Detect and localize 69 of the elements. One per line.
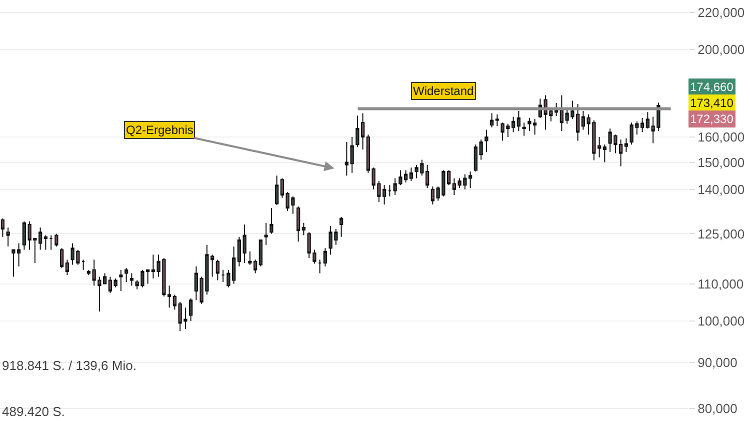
candlestick: [270, 207, 274, 234]
candlestick: [484, 129, 488, 152]
candlestick: [65, 259, 69, 276]
candlestick: [221, 269, 225, 283]
y-tick-label: 220,000: [698, 4, 745, 20]
candlestick: [82, 259, 86, 270]
candlestick: [119, 269, 123, 292]
candlestick: [350, 136, 354, 174]
candlestick: [318, 259, 322, 274]
candlestick: [602, 144, 606, 163]
candlestick: [258, 240, 262, 267]
candlestick: [581, 110, 585, 130]
annotation: Q2-Ergebnis: [126, 123, 194, 137]
y-tick-label: 140,000: [698, 182, 745, 197]
candlestick: [430, 186, 434, 205]
candlestick: [344, 141, 348, 176]
candlestick: [124, 268, 128, 283]
candlestick: [114, 278, 118, 288]
candlestick: [388, 184, 392, 197]
y-tick-label: 100,000: [698, 314, 745, 329]
candlestick: [624, 138, 628, 152]
candlestick: [452, 178, 456, 196]
candlestick: [474, 144, 478, 172]
candlestick: [366, 134, 370, 174]
candlestick: [194, 266, 198, 301]
y-tick-label: 80,000: [698, 401, 738, 416]
candlestick: [49, 234, 53, 250]
candlestick: [516, 110, 520, 132]
candlestick: [44, 234, 48, 250]
candlestick: [560, 94, 564, 132]
y-tick-label: 200,000: [698, 42, 745, 58]
annotation: 918.841 S. / 139,6 Mio.: [2, 358, 136, 373]
candlestick: [0, 218, 4, 238]
candlestick: [108, 276, 112, 294]
candlestick: [409, 167, 413, 182]
candlestick: [86, 269, 90, 276]
ref-line-label: Widerstand: [413, 84, 474, 98]
candlestick: [189, 298, 193, 322]
candlestick: [522, 122, 526, 136]
candlestick: [242, 224, 246, 264]
candlestick: [495, 114, 499, 127]
annotation: 489.420 S.: [2, 404, 65, 419]
candlestick: [323, 248, 327, 267]
candlestick: [646, 112, 650, 130]
candlestick: [264, 222, 268, 246]
candlestick: [22, 220, 26, 250]
candlestick: [130, 272, 134, 286]
candlestick: [54, 233, 58, 247]
candlestick: [340, 216, 344, 238]
candlestick: [280, 178, 284, 198]
candlestick: [151, 254, 155, 279]
y-tick-label: 150,000: [698, 154, 745, 170]
candlestick: [216, 259, 220, 281]
y-tick-label: 90,000: [698, 354, 738, 370]
candlestick: [490, 112, 494, 128]
candlestick: [60, 248, 64, 269]
text: 173,410: [690, 96, 734, 110]
text: 174,660: [690, 80, 734, 94]
candlestick: [6, 227, 10, 247]
y-tick-label: 110,000: [698, 276, 744, 292]
candlestick: [172, 294, 176, 310]
candlestick: [275, 175, 279, 206]
candlestick: [302, 222, 306, 236]
y-tick-label: 125,000: [698, 226, 745, 242]
text: 172,330: [690, 112, 734, 126]
y-tick-label: 160,000: [698, 130, 745, 145]
candlestick: [479, 138, 483, 160]
candlestick: [237, 236, 241, 267]
candlestick: [296, 206, 300, 242]
